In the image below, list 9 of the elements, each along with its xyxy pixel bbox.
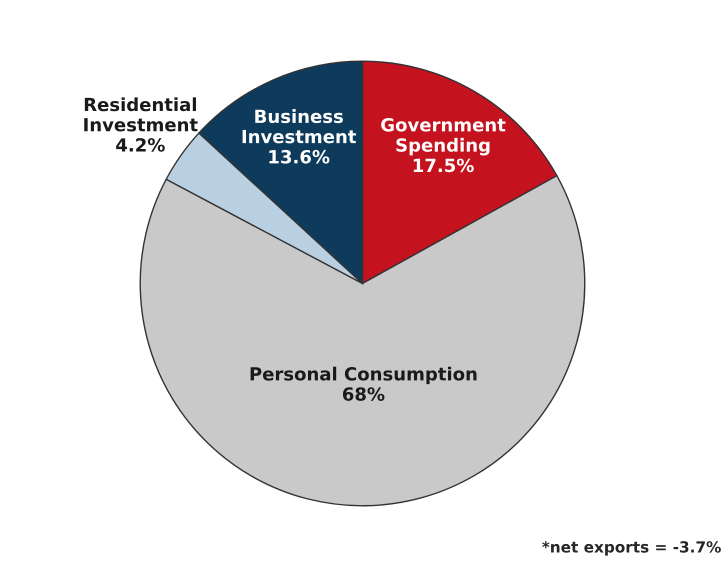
data-label: 68% — [342, 387, 384, 401]
text: *net exports = -3.7% — [542, 541, 721, 556]
data-label: 13.6% — [269, 150, 330, 164]
slice-label: Personal Consumption — [250, 366, 477, 384]
slice-label: Government Spending — [381, 118, 506, 156]
data-label: 4.2% — [116, 138, 165, 152]
slice-label: Business Investment — [242, 109, 356, 144]
data-label: 17.5% — [414, 158, 474, 172]
slice-label: Residential Investment — [84, 97, 198, 132]
